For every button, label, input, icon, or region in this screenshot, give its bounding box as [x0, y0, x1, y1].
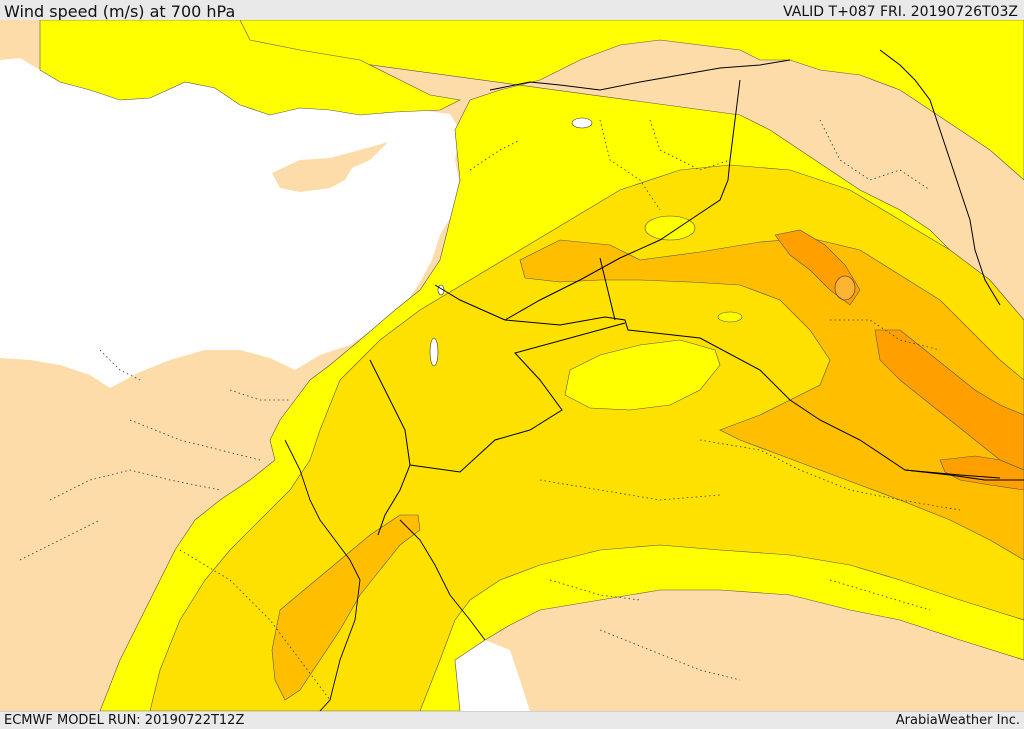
dead-sea: [429, 337, 439, 367]
wind-band-level-4-b: [874, 329, 1024, 471]
valid-time: VALID T+087 FRI. 20190726T03Z: [783, 4, 1018, 20]
country-borders: [369, 49, 1024, 536]
lake-east: [834, 275, 856, 301]
map-svg: [0, 20, 1024, 711]
map-canvas: [0, 20, 1024, 711]
mediterranean-sea: [0, 58, 460, 388]
cyprus-island: [272, 142, 388, 192]
coast-lines: [284, 439, 486, 711]
wind-hole-central: [564, 339, 721, 411]
wind-band-level-3-south: [271, 514, 421, 701]
wind-hole-small-north: [644, 215, 696, 241]
header-bar: Wind speed (m/s) at 700 hPa VALID T+087 …: [0, 0, 1024, 21]
wind-band-level-1-north: [39, 20, 461, 116]
red-sea: [455, 640, 530, 711]
footer-bar: ECMWF MODEL RUN: 20190722T12Z ArabiaWeat…: [0, 711, 1024, 729]
lake-north: [571, 117, 593, 129]
province-lines: [19, 119, 961, 701]
credit-label: ArabiaWeather Inc.: [895, 713, 1020, 728]
wind-hole-tiny: [717, 311, 743, 323]
model-run-label: ECMWF MODEL RUN: 20190722T12Z: [4, 713, 245, 728]
wind-band-level-4-a: [774, 229, 861, 306]
map-title: Wind speed (m/s) at 700 hPa: [4, 2, 236, 21]
